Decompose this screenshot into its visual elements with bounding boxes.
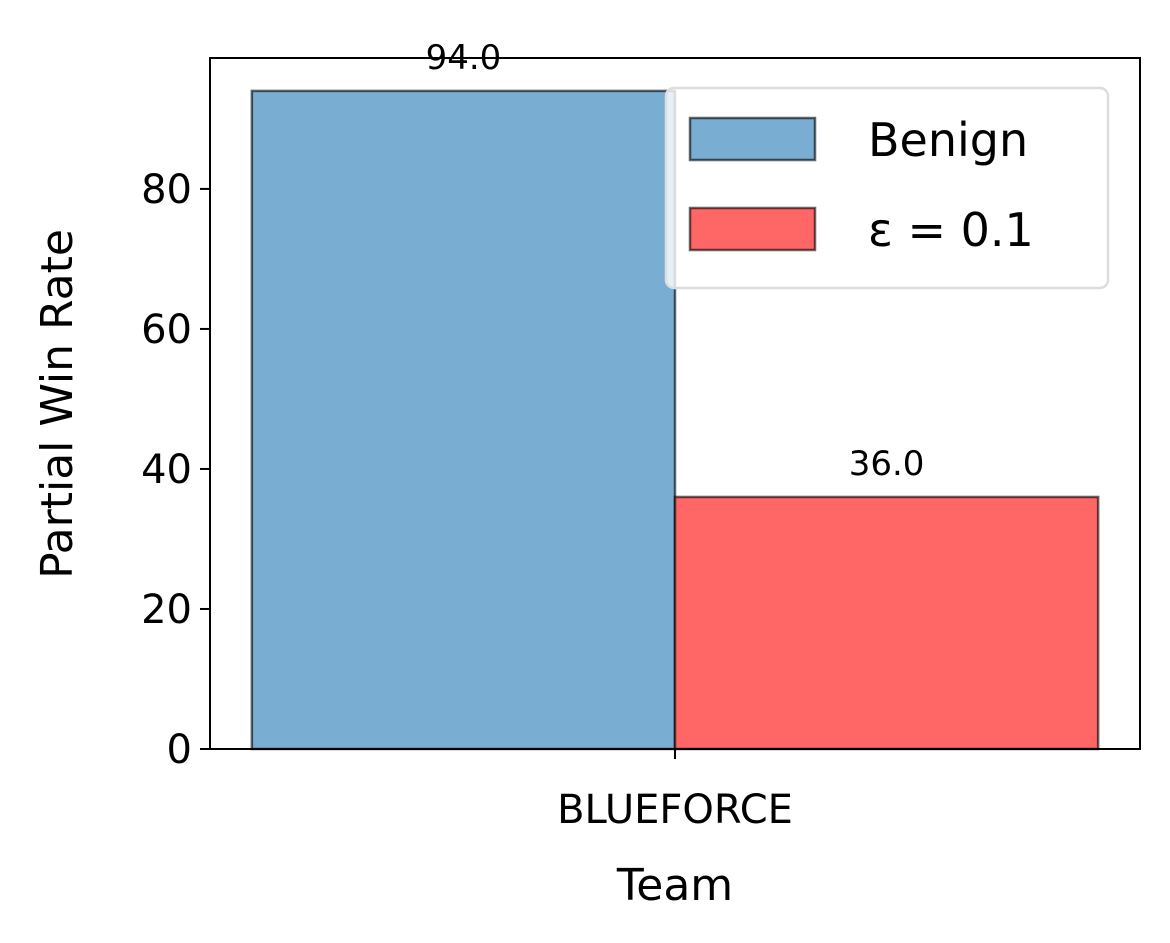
- y-tick-label: 0: [167, 727, 192, 773]
- value-label: 36.0: [849, 444, 925, 484]
- y-tick-label: 20: [141, 587, 192, 633]
- y-tick-label: 40: [141, 447, 192, 493]
- axes-frame: [209, 57, 1141, 750]
- legend-swatch: [688, 116, 817, 162]
- x-tick-label: BLUEFORCE: [557, 787, 793, 833]
- legend-label: ε = 0.1: [868, 203, 1034, 257]
- y-tick-label: 60: [141, 307, 192, 353]
- x-axis-label: Team: [616, 860, 733, 911]
- bar: [250, 89, 677, 751]
- legend-label: Benign: [868, 113, 1028, 167]
- legend-swatch: [688, 206, 817, 252]
- y-axis-label: Partial Win Rate: [32, 229, 83, 579]
- y-tick-label: 80: [141, 167, 192, 213]
- bar: [673, 495, 1100, 751]
